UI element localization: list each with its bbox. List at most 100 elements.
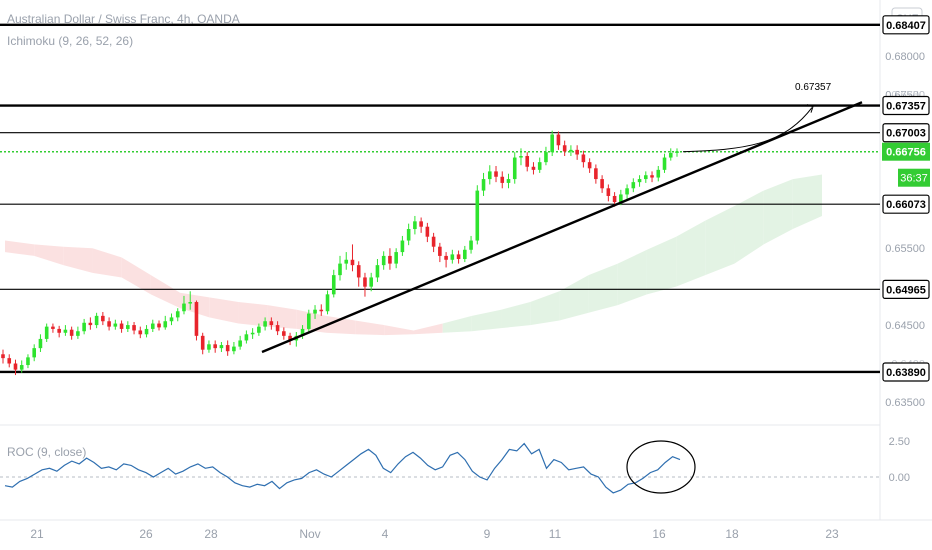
candle-body (356, 265, 361, 278)
level-tag (882, 279, 930, 299)
level-tag (882, 95, 930, 116)
candle-body (506, 179, 511, 183)
candle-body (306, 313, 311, 329)
time-tick: 28 (204, 527, 218, 541)
level-tag (882, 15, 930, 35)
candle-body (282, 331, 286, 336)
level-tag-label: 0.67003 (886, 128, 926, 140)
countdown-tag (898, 168, 930, 187)
kumo-segment (646, 236, 677, 295)
kumo-segment (34, 244, 64, 266)
level-tag-label: 0.67357 (886, 101, 926, 113)
candle-body (169, 317, 174, 322)
current-price-label: 0.66756 (886, 147, 926, 159)
candle-body (494, 171, 498, 177)
horizontal-levels (0, 23, 880, 374)
candle-body (456, 254, 461, 259)
candle-body (556, 134, 561, 146)
candle-body (200, 335, 205, 350)
kumo-segment (121, 257, 151, 295)
roc-tick: 2.50 (889, 436, 910, 448)
candle-body (519, 156, 523, 158)
candle-body (69, 329, 74, 336)
candle-body (512, 157, 517, 180)
level-tag-label: 0.64965 (886, 284, 926, 296)
current-price-tag (882, 142, 930, 161)
time-tick: 4 (382, 527, 389, 541)
candle-body (94, 315, 99, 326)
candle-body (132, 325, 136, 331)
candles (1, 130, 679, 376)
candle-body (481, 179, 486, 191)
time-tick: Nov (299, 527, 320, 541)
candle-body (232, 346, 236, 352)
roc-axis: 2.50 0.00 (889, 436, 910, 484)
candle-body (7, 358, 12, 364)
candle-body (438, 246, 442, 256)
kumo-segment (705, 205, 735, 276)
candle-body (250, 332, 255, 335)
candle-body (637, 179, 642, 183)
candle-body (569, 149, 573, 152)
candle-body (182, 303, 186, 312)
ichimoku-cloud (5, 174, 822, 336)
level-tag-label: 0.63890 (886, 367, 926, 379)
candle-body (643, 175, 648, 180)
kumo-segment (734, 190, 764, 264)
target-label: 0.67357 (795, 82, 832, 93)
kumo-segment (355, 320, 385, 336)
indicator-label: Ichimoku (9, 26, 52, 26) (7, 34, 133, 48)
trend-line (261, 101, 863, 354)
candle-body (631, 182, 636, 189)
candle-body (257, 326, 261, 333)
candle-body (668, 152, 673, 158)
time-tick: 18 (725, 527, 739, 541)
candle-body (238, 340, 242, 347)
kumo-segment (413, 323, 443, 335)
candle-body (26, 357, 30, 366)
candle-body (375, 265, 380, 278)
candle-body (119, 323, 124, 329)
candle-body (381, 255, 386, 266)
kumo-segment (763, 179, 793, 245)
kumo-segment (63, 246, 93, 273)
candle-body (32, 348, 37, 358)
time-axis[interactable]: 21 26 28 Nov 4 9 11 16 18 23 (30, 527, 839, 541)
candle-body (275, 325, 280, 332)
candle-body (269, 321, 274, 326)
candle-body (550, 134, 554, 153)
candle-body (531, 166, 536, 170)
time-tick: 16 (652, 527, 666, 541)
kumo-segment (325, 315, 356, 335)
candle-body (575, 149, 579, 155)
roc-line (4, 442, 681, 494)
candle-body (213, 344, 217, 349)
countdown-label: 36:37 (900, 173, 928, 185)
candle-body (150, 323, 155, 329)
candle-body (612, 195, 617, 203)
candle-body (82, 322, 86, 332)
annotations: 0.67357 (261, 82, 863, 354)
candle-body (313, 309, 317, 314)
roc-tick: 0.00 (889, 472, 910, 484)
target-arrow (682, 107, 813, 153)
candle-body (587, 162, 592, 169)
candle-body (57, 328, 61, 333)
candle-body (363, 277, 367, 287)
kumo-segment (238, 302, 268, 327)
level-tag-label: 0.68407 (886, 20, 926, 32)
candle-body (425, 226, 430, 237)
candle-body (19, 365, 24, 370)
candle-body (188, 302, 193, 304)
candle-body (606, 188, 611, 196)
price-axis[interactable]: 0.680000.675000.655000.650000.645000.635… (882, 15, 930, 409)
candle-body (662, 157, 667, 170)
candle-body (369, 277, 374, 287)
candle-body (38, 338, 43, 349)
candle-body (469, 240, 473, 250)
candle-body (500, 176, 505, 183)
candle-body (625, 188, 629, 195)
candle-body (650, 175, 654, 178)
candle-body (331, 275, 336, 295)
